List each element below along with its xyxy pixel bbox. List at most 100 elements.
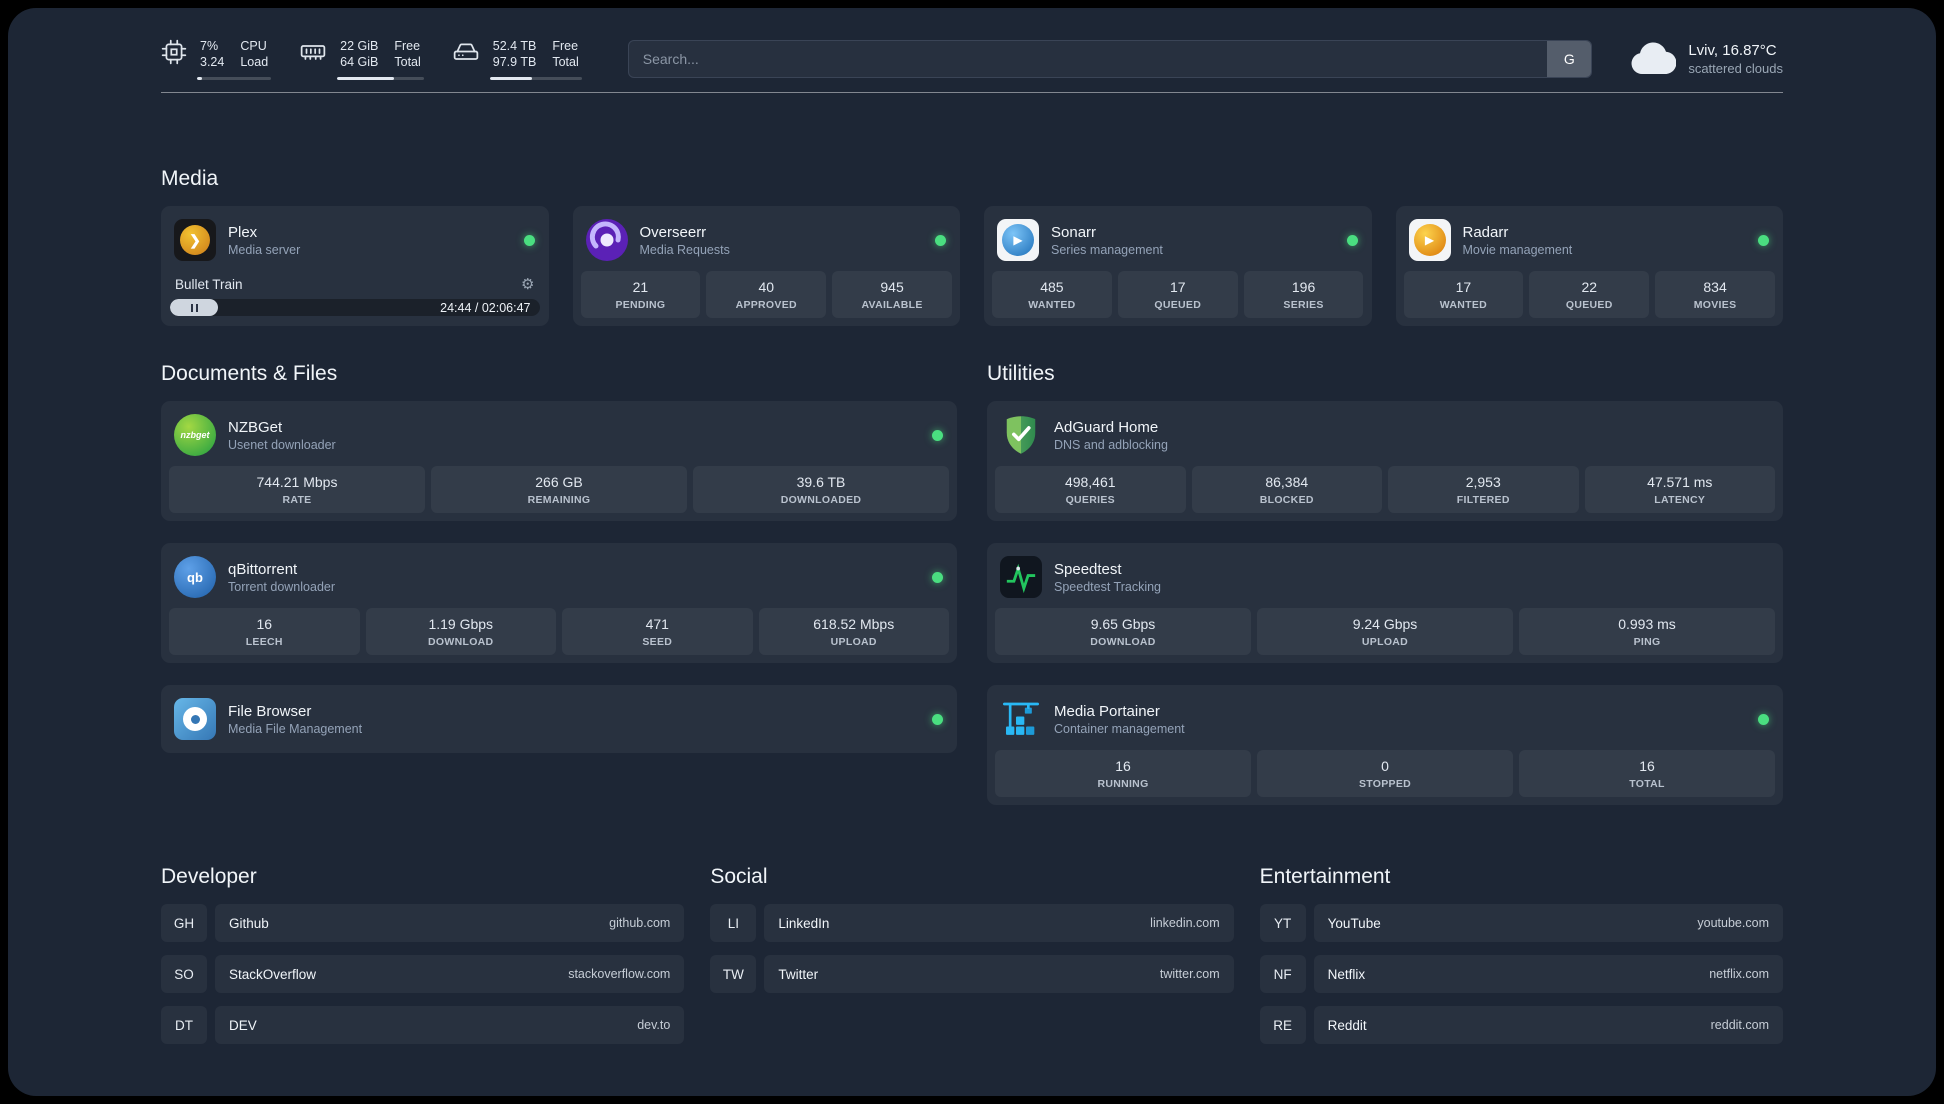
stat-running: 16 RUNNING — [995, 750, 1251, 797]
stat-filtered: 2,953 FILTERED — [1388, 466, 1579, 513]
stat-pending: 21 PENDING — [580, 271, 701, 318]
memory-label-1: Free — [394, 39, 421, 53]
card-radarr: ▶ Radarr Movie management 17 WANTED — [1395, 206, 1783, 326]
service-name: Plex — [228, 223, 258, 241]
bookmark-abbr: GH — [161, 904, 207, 942]
bookmark-linkedin[interactable]: LI LinkedIn linkedin.com — [710, 904, 1234, 942]
service-description: Torrent downloader — [228, 579, 336, 594]
stat-blocked: 86,384 BLOCKED — [1191, 466, 1382, 513]
service-description: Media server — [228, 242, 301, 257]
bookmark-abbr: SO — [161, 955, 207, 993]
disk-progress-bar — [489, 76, 582, 80]
top-bar: 7% 3.24 CPU Load — [161, 38, 1783, 80]
playback-progress-bar: 24:44 / 02:06:47 — [170, 299, 540, 316]
service-link-radarr[interactable]: ▶ Radarr Movie management — [1404, 214, 1776, 271]
bookmark-url: github.com — [609, 916, 671, 930]
stat-movies: 834 MOVIES — [1655, 271, 1775, 318]
section-title-developer: Developer — [161, 865, 257, 888]
section-title-media: Media — [161, 167, 219, 190]
cpu-label-2: Load — [240, 55, 269, 69]
bookmark-abbr: RE — [1259, 1006, 1306, 1044]
memory-free-value: 22 GiB — [340, 39, 379, 53]
service-description: Speedtest Tracking — [1054, 579, 1162, 594]
search-provider-button[interactable]: G — [1547, 41, 1592, 77]
service-name: AdGuard Home — [1054, 418, 1159, 436]
disk-label-1: Free — [552, 39, 579, 53]
stat-seed: 471 SEED — [562, 608, 753, 655]
stat-approved: 40 APPROVED — [706, 271, 827, 318]
service-link-filebrowser[interactable]: File Browser Media File Management — [169, 693, 949, 745]
stat-wanted: 485 WANTED — [992, 271, 1112, 318]
disk-label-2: Total — [552, 55, 579, 69]
bookmark-youtube[interactable]: YT YouTube youtube.com — [1259, 904, 1783, 942]
playback-time: 24:44 / 02:06:47 — [440, 300, 531, 315]
disk-free-value: 52.4 TB — [492, 39, 537, 53]
bookmark-reddit[interactable]: RE Reddit reddit.com — [1259, 1006, 1783, 1044]
section-documents-files: Documents & Files nzbget NZBGet Usenet d… — [161, 362, 957, 753]
bookmark-abbr: NF — [1259, 955, 1306, 993]
service-link-nzbget[interactable]: nzbget NZBGet Usenet downloader — [169, 409, 949, 466]
service-link-adguard[interactable]: AdGuard Home DNS and adblocking — [995, 409, 1775, 466]
service-link-plex[interactable]: ❯ Plex Media server — [169, 214, 541, 271]
qbittorrent-icon: qb — [174, 556, 216, 598]
ram-icon — [299, 39, 327, 65]
card-sonarr: ▶ Sonarr Series management 485 WANTED — [984, 206, 1372, 326]
section-title-documents: Documents & Files — [161, 362, 338, 385]
bookmark-abbr: TW — [710, 955, 757, 993]
section-title-social: Social — [710, 865, 768, 888]
bookmark-dev[interactable]: DT DEV dev.to — [161, 1006, 685, 1044]
pause-icon — [190, 303, 198, 312]
service-name: File Browser — [228, 702, 312, 720]
section-title-utilities: Utilities — [987, 362, 1055, 385]
stat-latency: 47.571 ms LATENCY — [1584, 466, 1775, 513]
plex-icon: ❯ — [174, 219, 216, 261]
cpu-usage-value: 7% — [200, 39, 219, 53]
card-adguard: AdGuard Home DNS and adblocking 498,461 … — [987, 401, 1783, 521]
search-input[interactable] — [627, 40, 1593, 78]
service-description: Media File Management — [228, 721, 363, 736]
bookmark-url: stackoverflow.com — [568, 967, 671, 981]
bookmark-name: Netflix — [1327, 966, 1366, 982]
memory-widget: 22 GiB 64 GiB Free Total — [299, 38, 424, 80]
stat-queued: 22 QUEUED — [1529, 271, 1650, 318]
bookmark-url: youtube.com — [1697, 916, 1769, 930]
status-dot — [935, 234, 946, 246]
bookmark-github[interactable]: GH Github github.com — [161, 904, 685, 942]
bookmark-stackoverflow[interactable]: SO StackOverflow stackoverflow.com — [161, 955, 685, 993]
bookmark-name: LinkedIn — [778, 915, 830, 931]
status-dot — [1346, 234, 1358, 246]
service-link-speedtest[interactable]: Speedtest Speedtest Tracking — [995, 551, 1775, 608]
service-description: Container management — [1054, 721, 1185, 736]
search-bar: G — [627, 40, 1593, 78]
memory-progress-bar — [337, 76, 424, 80]
card-overseerr: Overseerr Media Requests 21 PENDING 40 A… — [572, 206, 960, 326]
nzbget-icon: nzbget — [174, 414, 216, 456]
bookmark-name: Github — [229, 915, 269, 931]
memory-label-2: Total — [394, 55, 421, 69]
settings-gear-icon[interactable]: ⚙ — [521, 276, 535, 293]
service-link-portainer[interactable]: Media Portainer Container management — [995, 693, 1775, 750]
service-link-qbittorrent[interactable]: qb qBittorrent Torrent downloader — [169, 551, 949, 608]
overseerr-icon — [585, 219, 628, 261]
service-link-sonarr[interactable]: ▶ Sonarr Series management — [992, 214, 1364, 271]
bookmark-twitter[interactable]: TW Twitter twitter.com — [710, 955, 1234, 993]
section-title-entertainment: Entertainment — [1259, 865, 1391, 888]
bookmark-name: YouTube — [1327, 915, 1381, 931]
bookmark-netflix[interactable]: NF Netflix netflix.com — [1259, 955, 1783, 993]
section-entertainment: Entertainment YT YouTube youtube.com NF … — [1259, 865, 1783, 1057]
service-link-overseerr[interactable]: Overseerr Media Requests — [581, 214, 953, 271]
card-filebrowser: File Browser Media File Management — [161, 685, 957, 753]
portainer-crane-icon — [1000, 698, 1042, 740]
memory-total-value: 64 GiB — [340, 55, 379, 69]
section-utilities: Utilities — [987, 362, 1783, 805]
status-dot — [1758, 713, 1769, 725]
service-description: Movie management — [1462, 242, 1573, 257]
cpu-progress-bar — [197, 76, 272, 80]
service-name: qBittorrent — [228, 560, 298, 578]
card-nzbget: nzbget NZBGet Usenet downloader 744.21 M… — [161, 401, 957, 521]
bookmark-url: reddit.com — [1710, 1018, 1769, 1032]
stat-download: 1.19 Gbps DOWNLOAD — [365, 608, 556, 655]
service-name: Sonarr — [1051, 223, 1097, 241]
cpu-chip-icon — [161, 39, 187, 65]
stat-leech: 16 LEECH — [169, 608, 360, 655]
